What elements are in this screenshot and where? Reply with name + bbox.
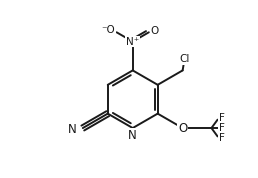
Text: O: O (178, 122, 187, 135)
Text: N⁺: N⁺ (126, 37, 139, 47)
Text: N: N (68, 123, 76, 136)
Text: O: O (151, 26, 159, 36)
Text: F: F (219, 133, 224, 143)
Text: N: N (128, 129, 137, 142)
Text: F: F (219, 113, 224, 123)
Text: F: F (219, 123, 224, 133)
Text: ⁻O: ⁻O (101, 25, 115, 35)
Text: Cl: Cl (179, 54, 190, 64)
